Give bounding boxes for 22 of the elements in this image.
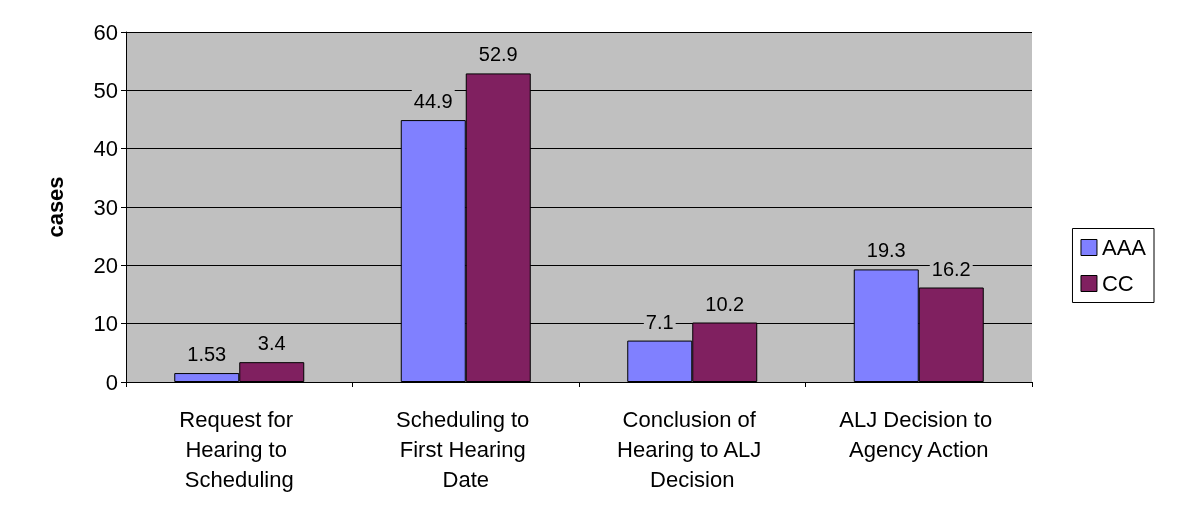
y-tick-label: 50 — [93, 77, 118, 103]
y-tick-label: 0 — [105, 369, 118, 395]
x-tick-label: Scheduling to First Hearing Date — [396, 406, 536, 492]
y-tick-label: 20 — [93, 252, 118, 278]
y-tick-label: 10 — [93, 311, 118, 337]
legend-label: AAA — [1101, 235, 1147, 260]
data-label: 10.2 — [705, 292, 745, 315]
data-label: 16.2 — [931, 257, 971, 280]
data-label: 1.53 — [187, 343, 227, 366]
x-tick-label: Request for Hearing to Scheduling — [179, 406, 300, 492]
data-label: 52.9 — [478, 43, 518, 66]
legend-label: CC — [1101, 271, 1134, 296]
data-label: 44.9 — [413, 90, 453, 113]
data-label: 19.3 — [866, 239, 906, 262]
data-label: 3.4 — [257, 332, 286, 355]
y-tick-label: 30 — [93, 194, 118, 220]
y-axis-title: cases — [42, 176, 68, 238]
y-tick-label: 40 — [93, 136, 118, 162]
x-tick-label: ALJ Decision to Agency Action — [839, 406, 999, 462]
data-label: 7.1 — [645, 310, 674, 333]
x-tick-label: Conclusion of Hearing to ALJ Decision — [617, 406, 768, 492]
y-tick-label: 60 — [93, 19, 118, 45]
